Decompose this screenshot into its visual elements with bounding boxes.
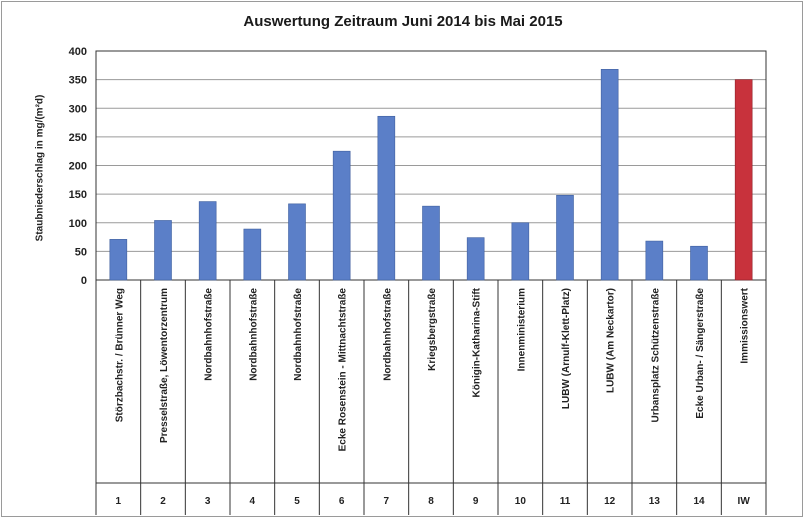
y-tick-label: 0 [81, 275, 87, 287]
category-label: Ecke Urban- / Sängerstraße [695, 288, 706, 419]
y-tick-label: 350 [69, 75, 87, 87]
bar [377, 115, 396, 281]
bar [332, 150, 351, 281]
bar-immissionswert [734, 79, 753, 281]
bar [198, 201, 217, 281]
bar [243, 228, 262, 281]
bar [288, 203, 306, 281]
y-tick-label: 100 [69, 218, 87, 230]
y-tick-label: 400 [69, 46, 87, 58]
category-label: LUBW (Am Neckartor) [606, 288, 617, 393]
category-number: 12 [604, 496, 616, 507]
y-tick-label: 250 [69, 132, 87, 144]
y-tick-label: 50 [75, 246, 87, 258]
category-number: 9 [473, 496, 479, 507]
category-label: Urbansplatz Schützenstraße [650, 288, 661, 423]
category-label: Störzbachstr. / Brünner Weg [114, 288, 125, 422]
bar [466, 237, 485, 281]
category-number: 10 [515, 496, 527, 507]
category-label: Immissionswert [740, 287, 751, 363]
chart-title: Auswertung Zeitraum Juni 2014 bis Mai 20… [243, 13, 563, 30]
bar [600, 69, 619, 281]
category-label: Nordbahnhofstraße [248, 288, 259, 381]
category-number: IW [738, 496, 751, 507]
y-tick-label: 150 [69, 189, 87, 201]
bar [556, 194, 574, 281]
y-tick-label: 300 [69, 103, 87, 115]
bar [511, 222, 530, 281]
bar [154, 220, 172, 281]
bar [422, 205, 440, 281]
category-number: 3 [205, 496, 211, 507]
category-number: 7 [384, 496, 390, 507]
category-number: 14 [693, 496, 705, 507]
bar [109, 239, 128, 281]
category-label: Nordbahnhofstraße [204, 288, 215, 381]
category-label: Presselstraße, Löwentorzentrum [159, 288, 170, 443]
category-label: Innenministerium [516, 288, 527, 371]
category-number: 6 [339, 496, 345, 507]
category-number: 2 [160, 496, 166, 507]
category-number: 8 [428, 496, 434, 507]
category-label: LUBW (Arnulf-Klett-Platz) [561, 288, 572, 409]
y-tick-label: 200 [69, 161, 87, 173]
bar [645, 240, 664, 281]
category-label: Nordbahnhofstraße [293, 288, 304, 381]
category-number: 11 [560, 496, 571, 507]
category-label: Königin-Katharina-Stift [472, 287, 483, 397]
category-label: Kriegsbergstraße [427, 288, 438, 371]
category-number: 1 [116, 496, 122, 507]
category-number: 13 [649, 496, 661, 507]
category-number: 4 [250, 496, 256, 507]
category-number: 5 [294, 496, 300, 507]
bar [690, 245, 708, 281]
category-label: Nordbahnhofstraße [382, 288, 393, 381]
category-label: Ecke Rosenstein - Mittnachtstraße [338, 288, 349, 452]
